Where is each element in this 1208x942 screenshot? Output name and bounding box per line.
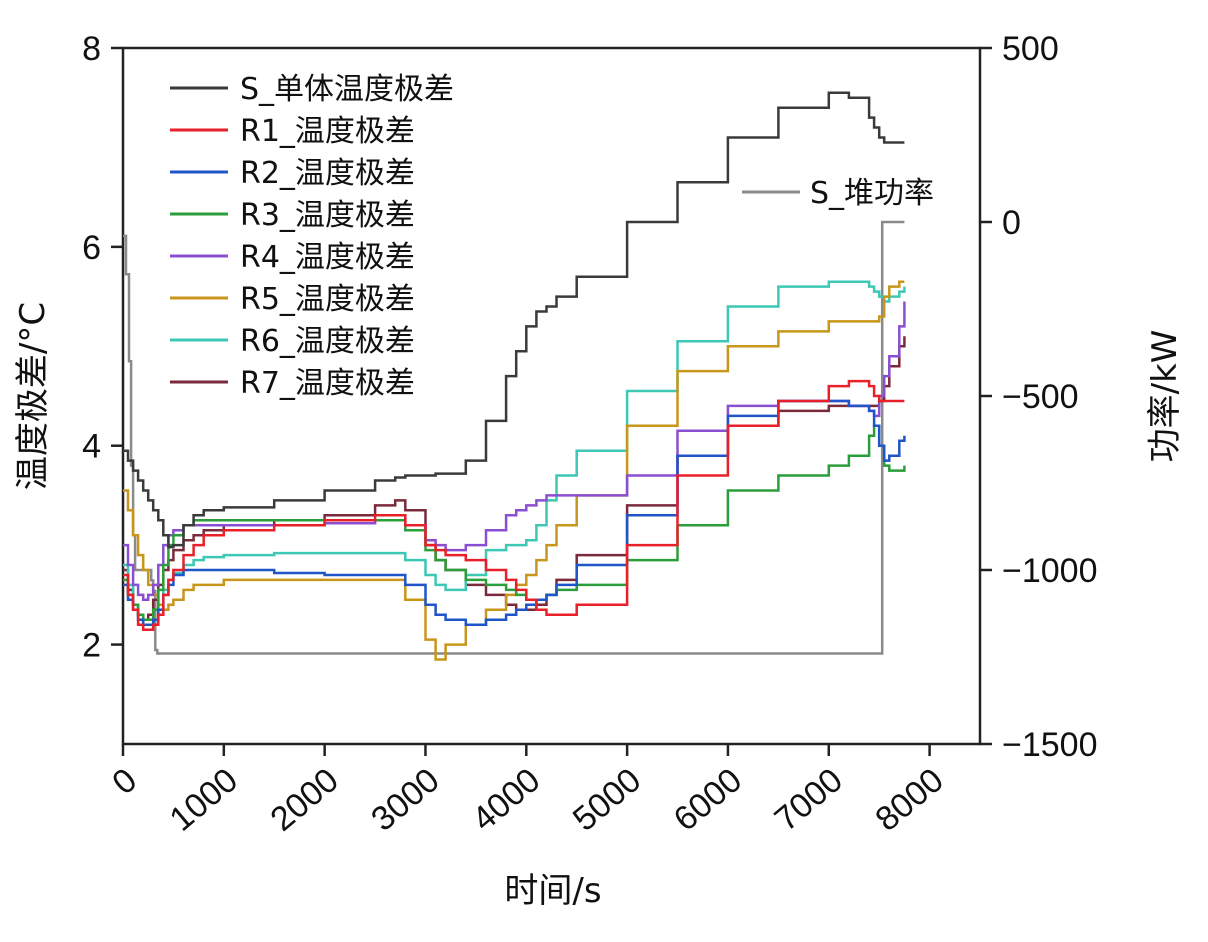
- series-layer: [123, 91, 906, 661]
- legend-label: R6_温度极差: [240, 324, 415, 359]
- legend-label: R7_温度极差: [240, 366, 415, 401]
- y2-tick-label: −1500: [1002, 726, 1098, 764]
- y-tick-label: 6: [82, 229, 101, 267]
- y-tick-label: 2: [82, 627, 101, 665]
- x-tick-label: 5000: [566, 761, 648, 839]
- y2-tick-label: −1000: [1002, 552, 1098, 590]
- x-tick-label: 8000: [868, 761, 950, 839]
- x-tick-label: 2000: [263, 761, 345, 839]
- y2-axis-title: 功率/kW: [1145, 330, 1185, 463]
- legend-label: S_单体温度极差: [240, 72, 454, 107]
- legend-label: R4_温度极差: [240, 240, 415, 275]
- y2-tick-label: −500: [1002, 378, 1079, 416]
- x-tick-label: 4000: [465, 761, 547, 839]
- legend-label: R2_温度极差: [240, 156, 415, 191]
- y-tick-label: 8: [82, 30, 101, 68]
- series-line-r2: [123, 399, 906, 626]
- series-line-r1: [123, 379, 905, 631]
- legend: S_单体温度极差 R1_温度极差 R2_温度极差 R3_温度极差 R4_温度极差 R5_温…: [170, 72, 934, 401]
- y-axis-title: 温度极差/°C: [13, 302, 53, 490]
- x-tick-label: 6000: [667, 761, 749, 839]
- x-tick-label: 1000: [163, 761, 245, 839]
- series-line-s: [123, 91, 905, 549]
- series-line-r3: [123, 424, 906, 621]
- y-tick-label: 4: [82, 428, 101, 466]
- legend-label: R3_温度极差: [240, 198, 415, 233]
- x-axis-title: 时间/s: [504, 871, 601, 911]
- x-tick-label: 3000: [364, 761, 446, 839]
- y2-tick-label: 500: [1002, 30, 1059, 68]
- x-tick-label: 0: [105, 761, 144, 802]
- legend-label-power: S_堆功率: [810, 176, 934, 211]
- tick-marks: [111, 46, 992, 756]
- legend-label: R1_温度极差: [240, 114, 415, 149]
- x-tick-label: 7000: [768, 761, 850, 839]
- y2-tick-label: 0: [1002, 204, 1021, 242]
- legend-label: R5_温度极差: [240, 282, 415, 317]
